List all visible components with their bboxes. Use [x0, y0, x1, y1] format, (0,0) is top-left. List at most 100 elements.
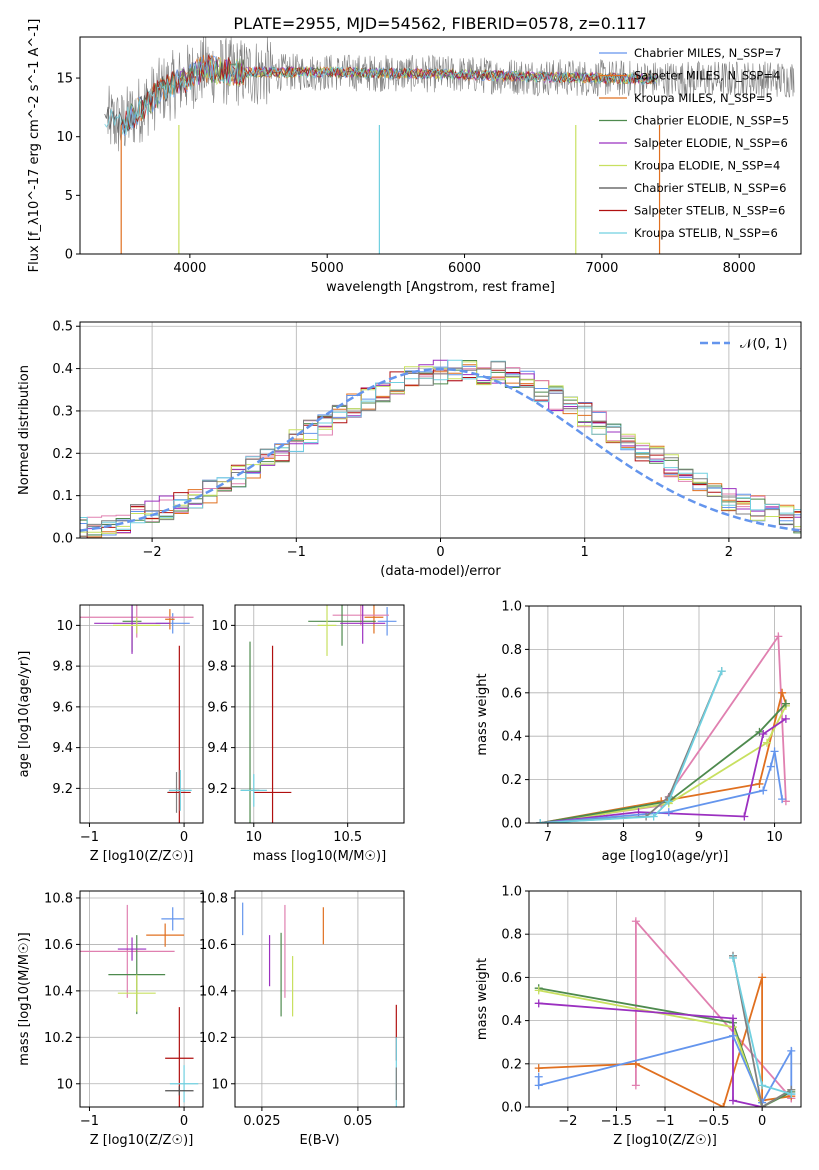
panel-weight-vs-age: 7 8 9 10 0.0 0.2 0.4 0.6 0.8 1.0 age [log10(age/yr… — [475, 600, 802, 864]
panel-weight-vs-Z: −2 −1.5 −1 −0.5 0 0.0 0.2 0.4 0.6 0.8 1.0 Z [log10(… — [475, 885, 802, 1148]
x-tick-label: 1 — [581, 545, 589, 560]
y-tick-label: 10.2 — [44, 1031, 73, 1046]
legend-label: 𝒩(0, 1) — [740, 337, 787, 352]
y-tick-label: 10 — [56, 619, 73, 634]
y-tick-label: 0.4 — [501, 1014, 522, 1029]
legend-label: Kroupa MILES, N_SSP=5 — [634, 91, 773, 105]
plus-marker — [729, 1096, 737, 1105]
y-tick-label: 10.2 — [199, 1031, 228, 1046]
axes-frame — [234, 890, 405, 1108]
plus-marker — [664, 797, 673, 806]
x-tick-label: 10.5 — [333, 830, 362, 845]
y-tick-label: 0.4 — [52, 362, 73, 377]
x-tick-label: 10 — [766, 830, 783, 845]
y-tick-label: 0.5 — [52, 320, 73, 335]
errorbar-point — [117, 937, 147, 961]
y-tick-label: 9.6 — [52, 700, 73, 715]
legend-label: Salpeter ELODIE, N_SSP=6 — [634, 136, 788, 150]
plus-marker — [770, 747, 779, 756]
x-tick-label: 6000 — [448, 261, 481, 276]
y-axis-label: age [log10(age/yr)] — [17, 651, 32, 778]
plus-marker — [778, 795, 787, 804]
y-tick-label: 9.4 — [52, 741, 73, 756]
y-tick-label: 0.0 — [501, 1101, 522, 1116]
plus-marker — [759, 730, 768, 739]
spectrum-legend: Chabrier MILES, N_SSP=7 Salpeter MILES, N… — [599, 46, 789, 240]
plot-area — [534, 917, 796, 1107]
axes: −2 −1.5 −1 −0.5 0 0.0 0.2 0.4 0.6 0.8 1.0 Z [log10(… — [475, 885, 802, 1148]
y-tick-label: 10.4 — [199, 984, 228, 999]
y-tick-label: 10.4 — [44, 984, 73, 999]
axes-frame — [79, 890, 204, 1108]
plus-marker — [740, 812, 749, 821]
y-axis-label: mass [log10(M/M☉)] — [17, 932, 32, 1065]
plot-area — [80, 904, 199, 1107]
errorbar-point — [146, 923, 185, 947]
y-tick-label: 0.8 — [501, 643, 522, 658]
plus-marker — [631, 1081, 640, 1090]
axes-frame — [528, 605, 802, 824]
x-axis-label: Z [log10(Z/Z☉)] — [90, 849, 194, 864]
plus-marker — [766, 762, 775, 771]
axes-frame — [79, 604, 204, 824]
plus-marker — [758, 973, 767, 982]
axes: 4000 5000 6000 7000 8000 0 5 10 15 wavelength [An… — [27, 19, 802, 295]
plus-marker — [729, 1014, 737, 1023]
weight-line — [540, 751, 783, 823]
panel-mass-vs-EBV: 0.025 0.05 10 10.2 10.4 10.6 10.8 E(B-V) — [199, 890, 405, 1148]
figure-title: PLATE=2955, MJD=54562, FIBERID=0578, z=0… — [233, 14, 646, 33]
errorbar-point — [253, 645, 292, 823]
plus-marker — [774, 632, 783, 641]
errorbar-point — [168, 770, 192, 811]
x-tick-label: −1.5 — [601, 1114, 633, 1129]
plus-marker — [664, 808, 673, 817]
y-tick-label: 0.0 — [501, 817, 522, 832]
panel-age-vs-mass: 10 10.5 9.2 9.4 9.6 9.8 10 mass [log10(M/M☉)] — [207, 604, 405, 864]
plus-marker — [781, 699, 790, 708]
plot-area — [536, 632, 790, 823]
y-tick-label: 0.1 — [52, 489, 73, 504]
plot-area — [242, 902, 397, 1107]
x-tick-label: 0 — [180, 830, 188, 845]
errorbar-point — [167, 645, 191, 823]
y-tick-label: 0.2 — [501, 773, 522, 788]
x-tick-label: 0.05 — [343, 1114, 372, 1129]
errorbar-point — [332, 605, 389, 626]
y-tick-label: 0.6 — [501, 686, 522, 701]
errorbar-point — [94, 605, 170, 654]
plus-marker — [759, 786, 768, 795]
x-axis-label: Z [log10(Z/Z☉)] — [613, 1133, 717, 1148]
y-tick-label: 5 — [65, 189, 73, 204]
errorbar-point — [113, 617, 161, 634]
plus-marker — [717, 667, 726, 676]
y-tick-label: 9.4 — [207, 741, 228, 756]
legend-label: Kroupa ELODIE, N_SSP=4 — [634, 159, 780, 173]
y-tick-label: 9.2 — [207, 782, 228, 797]
y-tick-label: 0.2 — [501, 1057, 522, 1072]
weight-line — [540, 702, 787, 823]
y-axis-label: mass weight — [475, 958, 490, 1040]
plus-marker — [534, 999, 543, 1008]
y-tick-label: 10.6 — [199, 938, 228, 953]
plus-marker — [758, 1081, 767, 1090]
weight-line — [540, 670, 723, 823]
plus-marker — [755, 779, 764, 788]
plus-marker — [536, 819, 545, 823]
y-tick-label: 10 — [56, 1077, 73, 1092]
axes: −1 0 9.2 9.4 9.6 9.8 10 Z [log10(Z/Z☉)] age [log… — [17, 604, 204, 864]
y-tick-label: 10 — [56, 130, 73, 145]
axes: 7 8 9 10 0.0 0.2 0.4 0.6 0.8 1.0 age [log10(age/yr… — [475, 600, 802, 864]
errorbar-point — [317, 605, 337, 656]
y-tick-label: 10.8 — [44, 891, 73, 906]
x-tick-label: 9 — [695, 830, 703, 845]
weight-line — [538, 1002, 763, 1107]
plus-marker — [534, 1081, 543, 1090]
x-axis-label: E(B-V) — [299, 1133, 339, 1148]
y-tick-label: 1.0 — [501, 885, 522, 900]
x-tick-label: −1 — [287, 545, 306, 560]
plus-marker — [729, 1031, 737, 1040]
x-axis-label: Z [log10(Z/Z☉)] — [90, 1133, 194, 1148]
x-tick-label: 2 — [725, 545, 733, 560]
errorbar-point — [165, 609, 175, 630]
errorbar-point — [340, 605, 386, 644]
